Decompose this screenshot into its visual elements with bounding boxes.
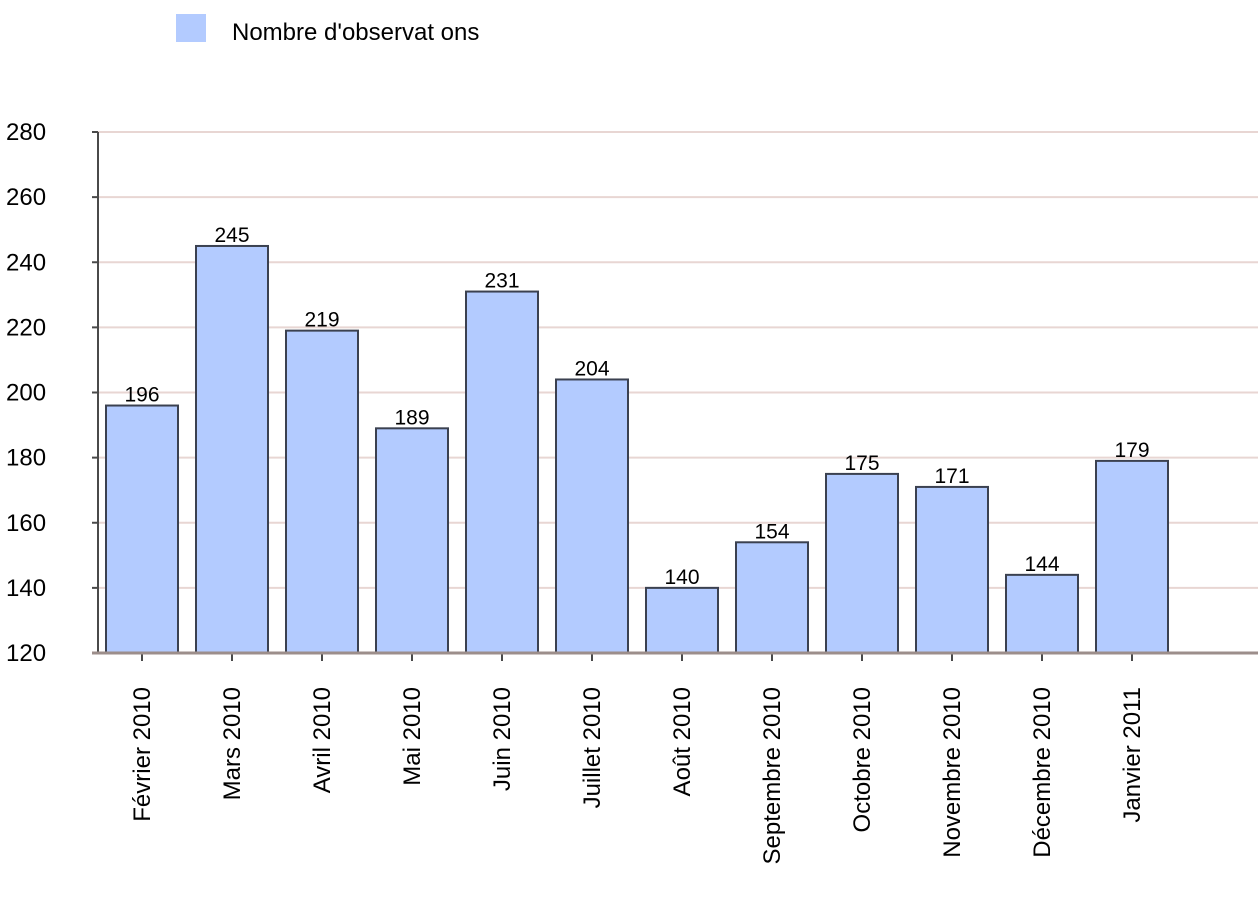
y-tick-label: 260 [6,184,46,211]
y-tick-label: 140 [6,575,46,602]
data-label: 154 [754,520,789,543]
x-tick-label: Avril 2010 [309,687,336,793]
bar [195,244,269,654]
y-tick-label: 200 [6,380,46,407]
bar [1005,573,1079,654]
x-tick-label: Juin 2010 [489,687,516,791]
y-tick-label: 240 [6,249,46,276]
data-label: 179 [1114,439,1149,462]
bar [735,541,809,654]
data-label: 140 [664,566,699,589]
x-tick-label: Janvier 2011 [1119,687,1146,823]
x-axis-tick-labels: Février 2010 Mars 2010 Avril 2010 Mai 2010 J… [129,687,1146,864]
bar [915,485,989,654]
x-tick-label: Mai 2010 [399,687,426,786]
chart-legend: Nombre d'observat ons [176,14,479,46]
x-tick-label: Juillet 2010 [579,687,606,808]
data-label: 245 [214,224,249,247]
legend-label: Nombre d'observat ons [232,19,479,46]
x-tick-label: Octobre 2010 [849,687,876,832]
y-tick-label: 180 [6,445,46,472]
bar [645,586,719,654]
bar [1095,459,1169,654]
data-label: 171 [934,465,969,488]
y-tick-label: 120 [6,640,46,667]
bars [105,244,1169,654]
data-label: 175 [844,452,879,475]
legend-swatch [176,14,206,42]
bar [465,290,539,654]
axes [92,131,1258,661]
y-tick-label: 160 [6,510,46,537]
x-tick-label: Décembre 2010 [1029,687,1056,858]
y-tick-label: 220 [6,314,46,341]
x-tick-label: Août 2010 [669,687,696,796]
data-label: 189 [394,406,429,429]
x-tick-label: Février 2010 [129,687,156,822]
data-labels: 196 245 219 189 231 204 140 154 175 171 144 179 [124,224,1149,589]
bar [285,329,359,654]
x-tick-label: Novembre 2010 [939,687,966,858]
bar [555,378,629,654]
bar [825,472,899,654]
x-tick-label: Septembre 2010 [759,687,786,864]
bar [105,404,179,654]
data-label: 144 [1024,553,1059,576]
y-axis-tick-labels: 120 140 160 180 200 220 240 260 280 [6,119,46,667]
x-tick-label: Mars 2010 [219,687,246,800]
data-label: 219 [304,309,339,332]
y-tick-label: 280 [6,119,46,146]
bar [375,427,449,654]
data-label: 204 [574,357,609,380]
gridlines [98,131,1258,589]
data-label: 231 [484,270,519,293]
data-label: 196 [124,384,159,407]
